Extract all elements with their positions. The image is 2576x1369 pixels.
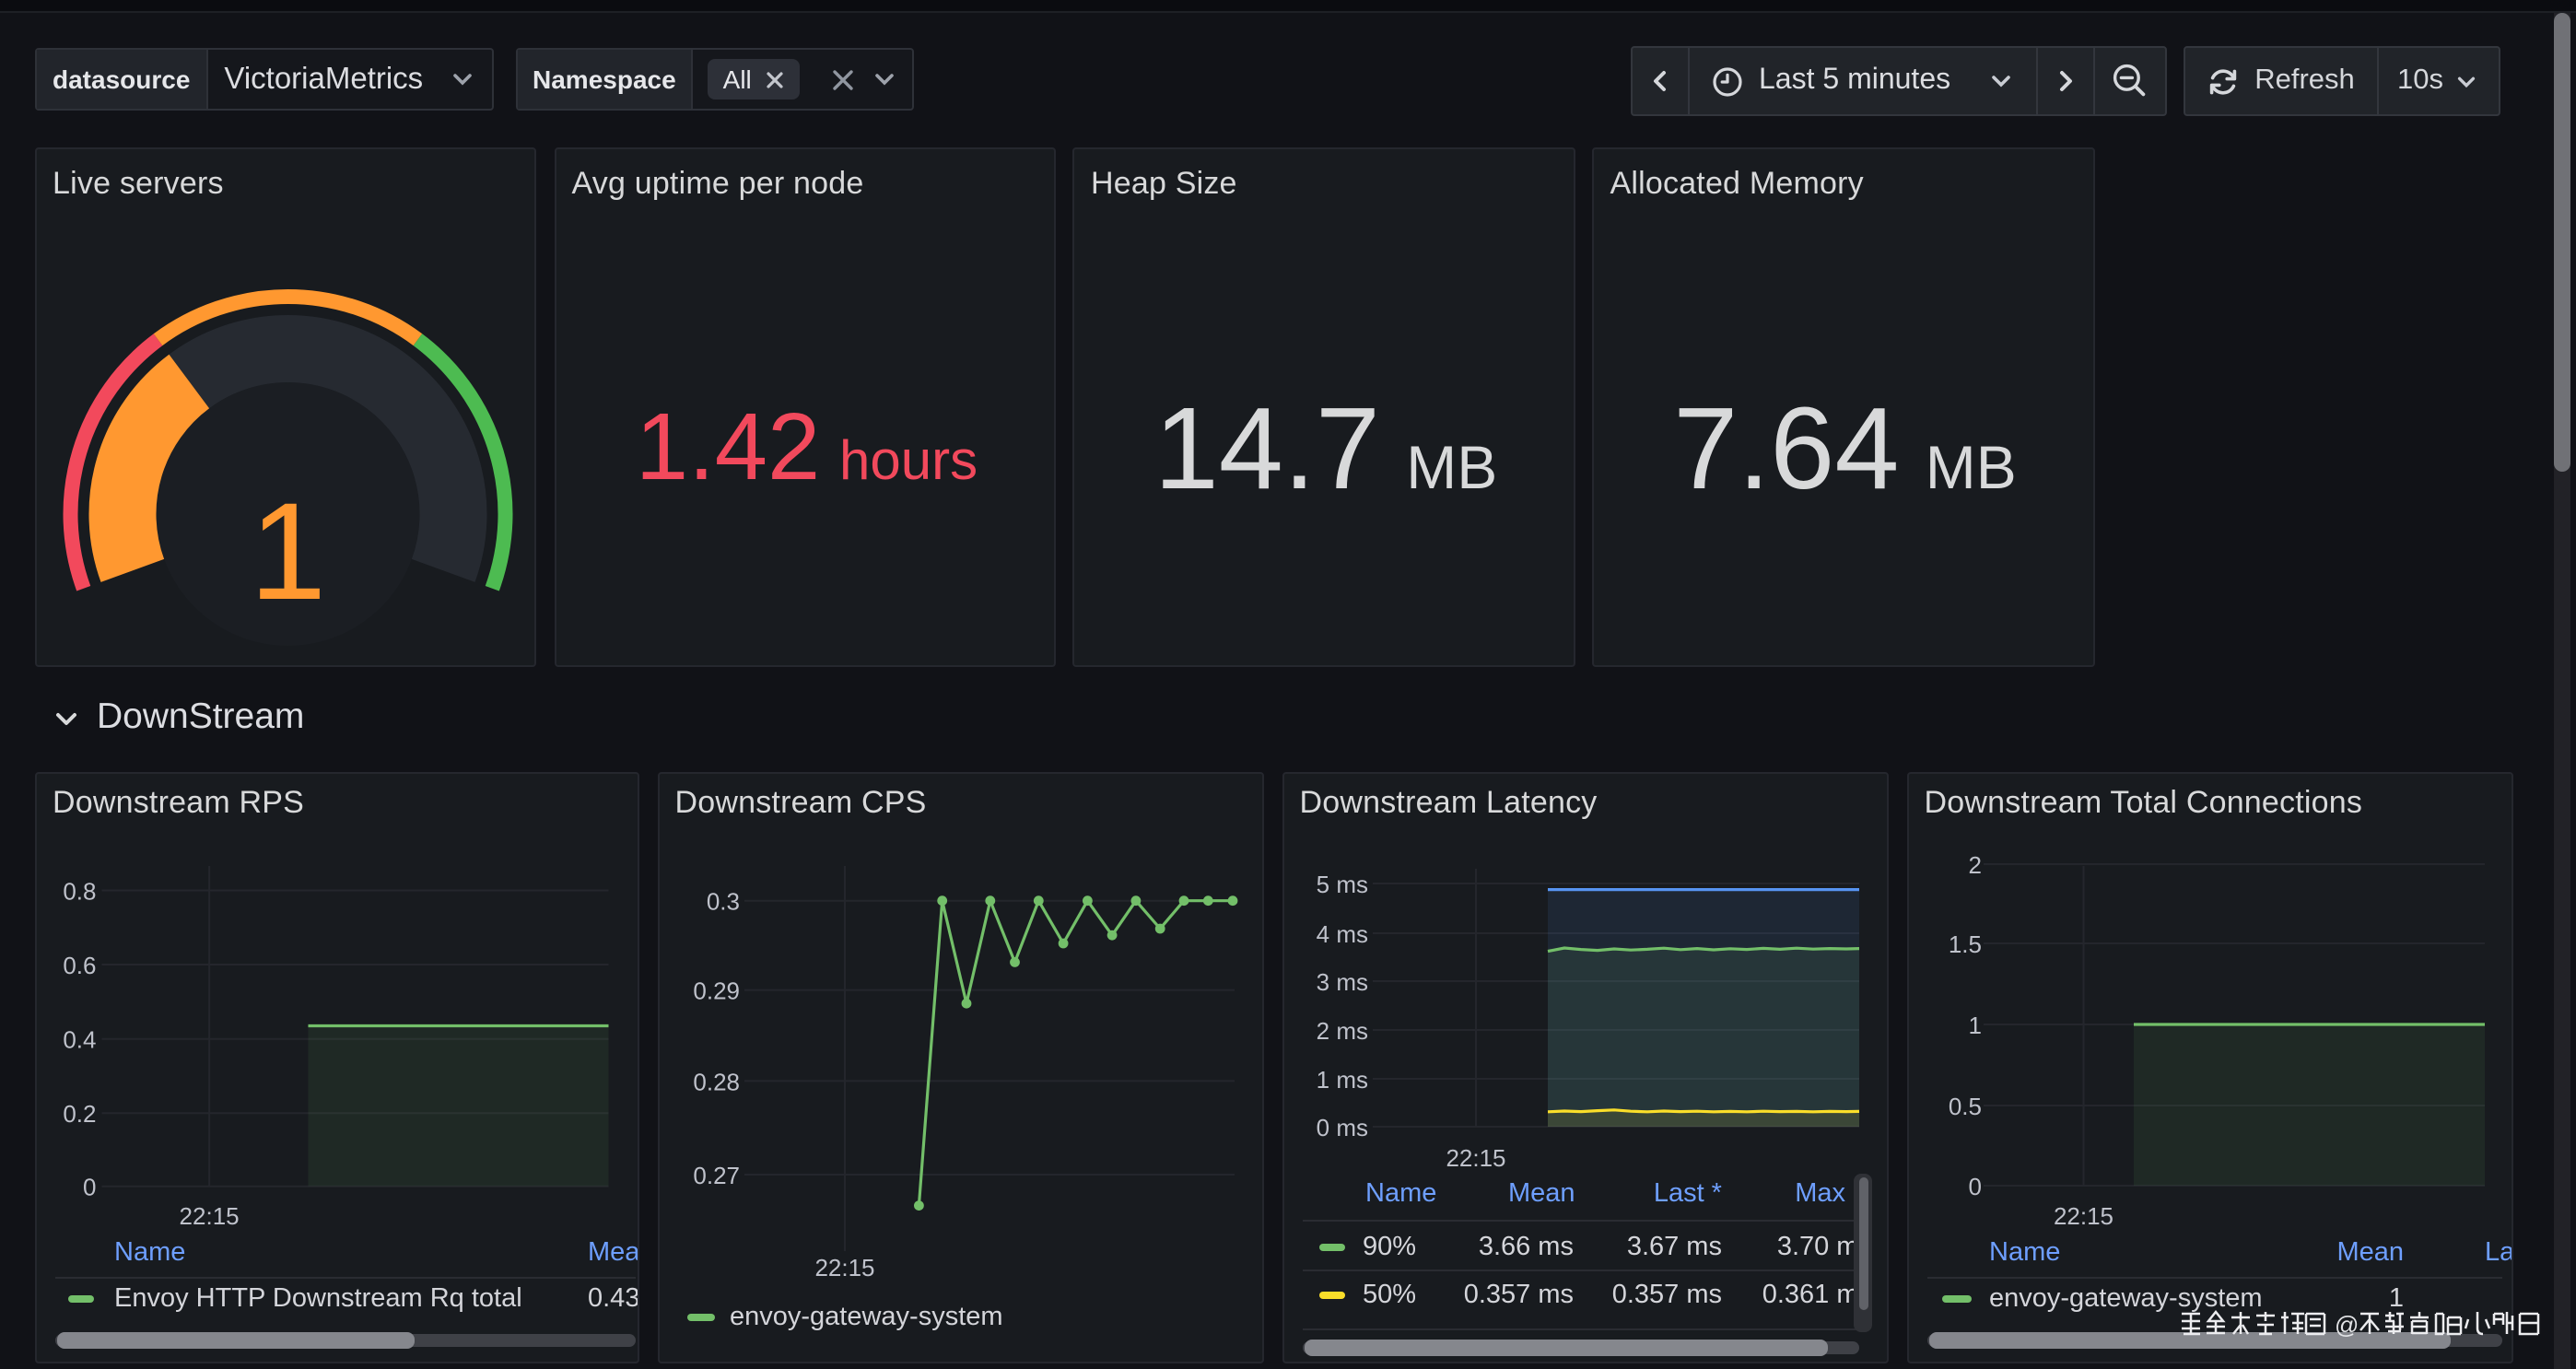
- svg-text:22:15: 22:15: [179, 1201, 239, 1229]
- svg-text:0.29: 0.29: [692, 977, 739, 1004]
- svg-text:22:15: 22:15: [814, 1253, 873, 1281]
- svg-text:0.6: 0.6: [63, 951, 96, 978]
- svg-text:@: @: [2335, 1310, 2359, 1337]
- svg-text:0: 0: [1968, 1172, 1981, 1199]
- svg-text:0.28: 0.28: [692, 1067, 739, 1094]
- svg-text:0.4: 0.4: [63, 1025, 96, 1053]
- svg-text:2 ms: 2 ms: [1316, 1016, 1367, 1044]
- svg-text:0.2: 0.2: [63, 1099, 96, 1127]
- svg-text:0 ms: 0 ms: [1316, 1113, 1367, 1141]
- svg-text:0.5: 0.5: [1948, 1092, 1981, 1119]
- svg-text:1: 1: [249, 473, 325, 627]
- svg-text:0: 0: [83, 1173, 96, 1200]
- svg-text:3 ms: 3 ms: [1316, 967, 1367, 995]
- svg-text:1.5: 1.5: [1948, 930, 1981, 957]
- svg-text:1 ms: 1 ms: [1316, 1065, 1367, 1093]
- svg-text:22:15: 22:15: [2053, 1201, 2113, 1229]
- svg-text:0.8: 0.8: [63, 877, 96, 905]
- svg-text:4 ms: 4 ms: [1316, 919, 1367, 947]
- svg-text:5 ms: 5 ms: [1316, 870, 1367, 897]
- svg-text:22:15: 22:15: [1445, 1143, 1505, 1171]
- svg-text:0.3: 0.3: [706, 887, 739, 915]
- svg-text:1: 1: [1968, 1011, 1981, 1038]
- svg-text:2: 2: [1968, 850, 1981, 878]
- svg-text:0.27: 0.27: [692, 1161, 739, 1188]
